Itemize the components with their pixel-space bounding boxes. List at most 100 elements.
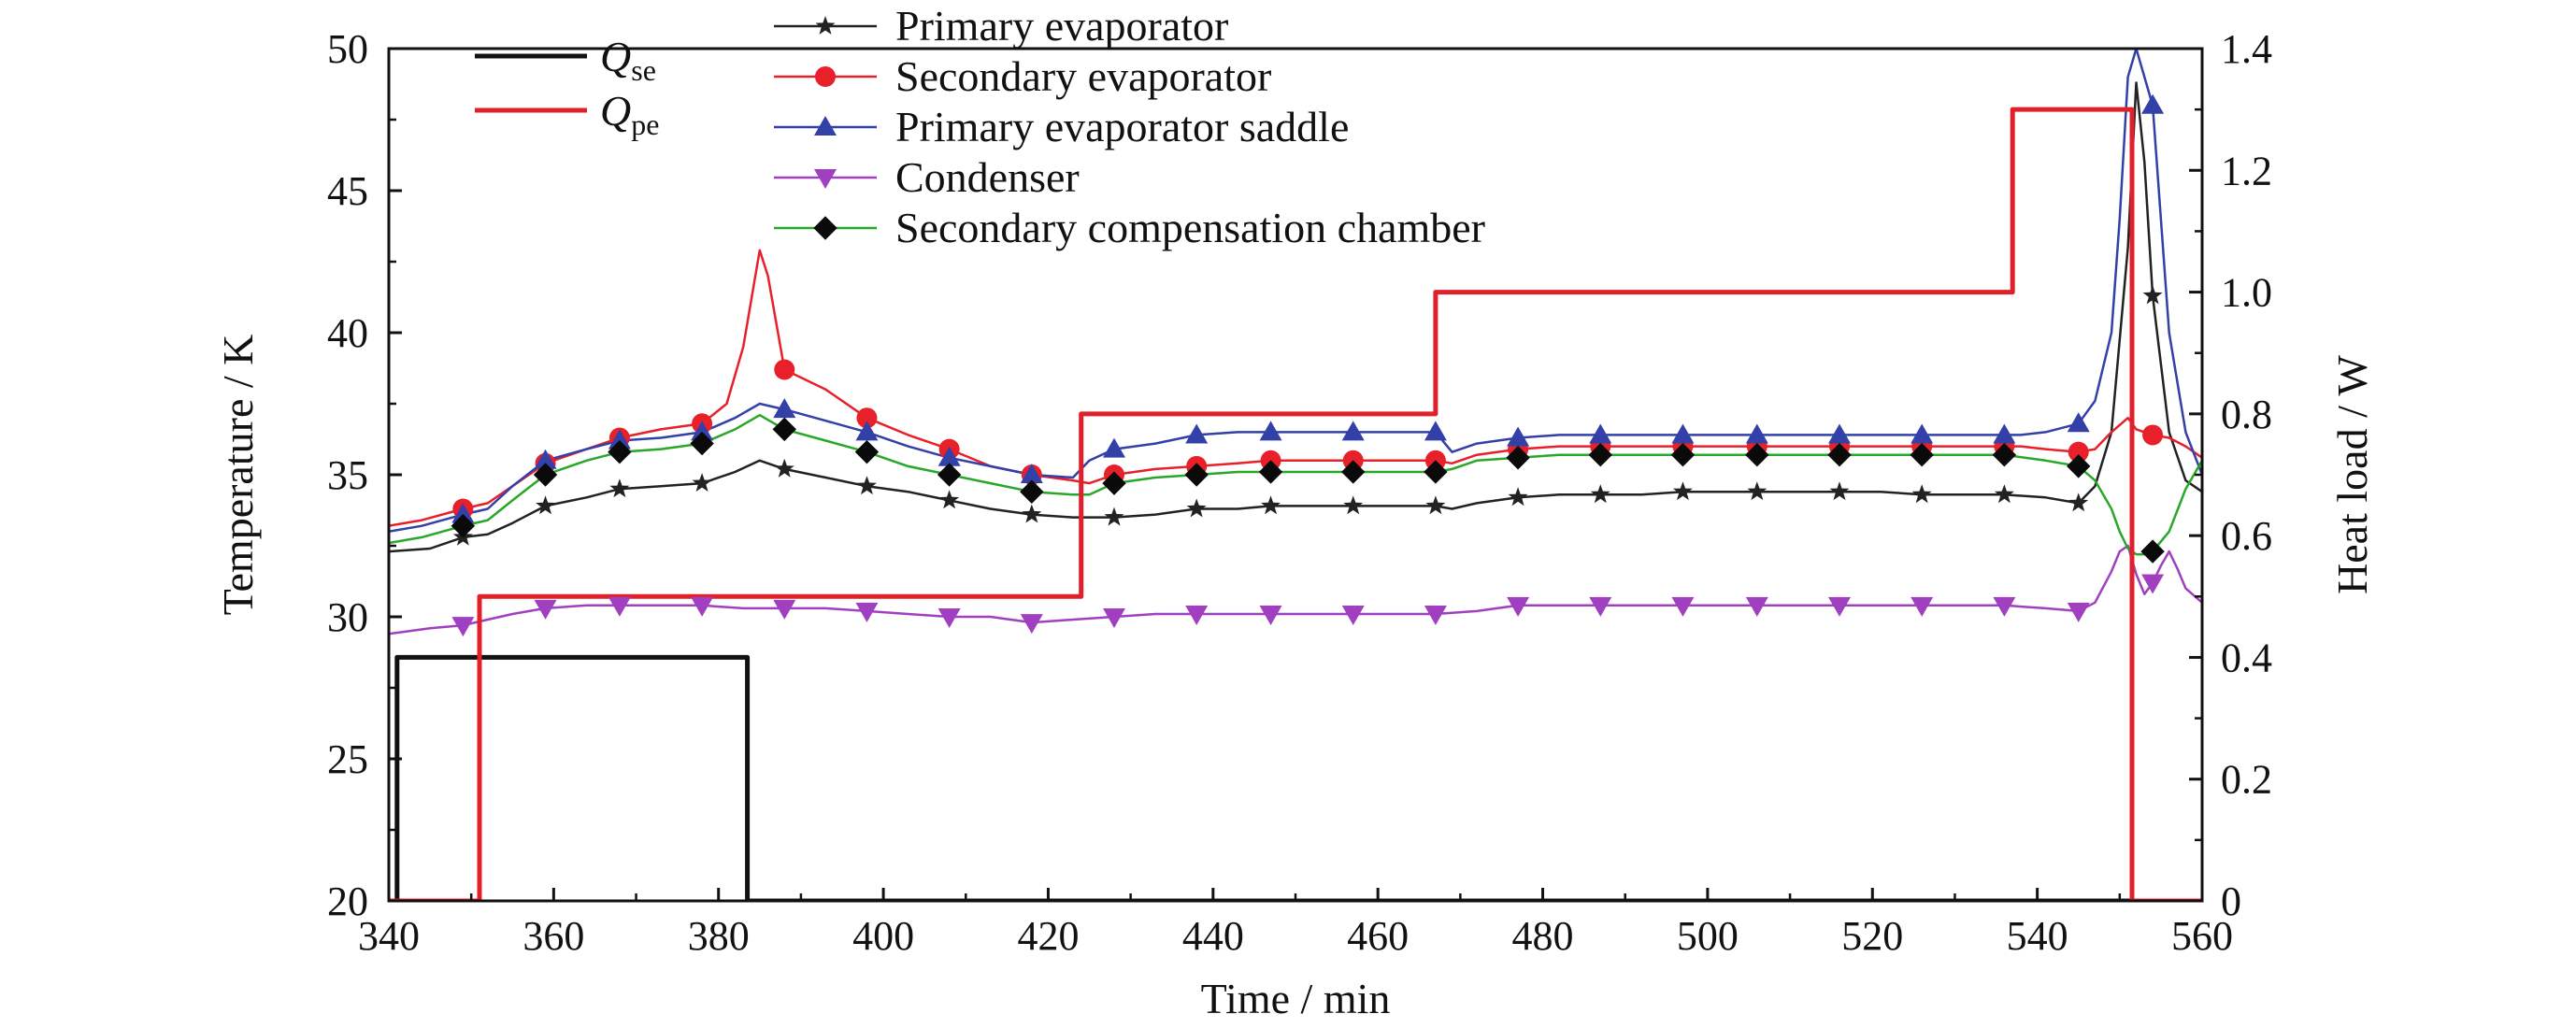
data-point-primary-evaporator (1343, 495, 1364, 515)
heat-legend-symbol: Q (600, 87, 631, 135)
data-point-condenser (1103, 608, 1125, 628)
y2-axis-title: Heat load / W (2328, 354, 2376, 593)
data-point-secondary-evaporator (2142, 424, 2164, 446)
y-tick-label: 45 (327, 168, 368, 214)
data-point-primary-evaporator-saddle (773, 398, 796, 419)
data-point-primary-evaporator-saddle (1745, 423, 1768, 444)
y-axis-title: Temperature / K (214, 335, 262, 616)
data-point-secondary-compensation-chamber (1670, 443, 1696, 467)
data-point-secondary-compensation-chamber (1424, 460, 1448, 484)
data-point-condenser (1589, 596, 1612, 617)
data-point-primary-evaporator-saddle (1341, 421, 1365, 441)
y-tick-label: 25 (327, 736, 368, 782)
series-line-qse (389, 654, 2202, 901)
data-point-primary-evaporator (1186, 498, 1207, 518)
data-point-primary-evaporator-saddle (1185, 423, 1209, 444)
data-point-primary-evaporator (1508, 487, 1528, 507)
y2-tick-label: 0.2 (2221, 757, 2272, 803)
data-point-primary-evaporator-saddle (1507, 426, 1530, 447)
series-line-primary-evaporator (389, 81, 2202, 553)
legend-label-primary-evaporator: Primary evaporator (895, 2, 1228, 50)
data-point-secondary-compensation-chamber (854, 439, 880, 464)
data-point-secondary-compensation-chamber (1745, 443, 1769, 467)
x-tick-label: 560 (2171, 913, 2233, 959)
y2-tick-label: 0 (2221, 878, 2241, 924)
data-point-secondary-compensation-chamber (772, 417, 796, 442)
data-point-secondary-compensation-chamber (1827, 443, 1852, 467)
data-point-primary-evaporator-saddle (855, 421, 879, 441)
data-point-primary-evaporator-saddle (608, 429, 631, 450)
data-point-secondary-evaporator (2068, 441, 2089, 463)
data-point-primary-evaporator (1104, 507, 1124, 526)
x-axis-title: Time / min (1201, 975, 1391, 1022)
data-point-secondary-compensation-chamber (2067, 454, 2091, 478)
data-point-primary-evaporator (1261, 495, 1281, 515)
x-tick-label: 340 (358, 913, 420, 959)
data-point-primary-evaporator-saddle (1671, 423, 1695, 444)
axes-layer: 340 360 380 400 420 440 460 480 500 520 540 5602025… (214, 26, 2376, 1022)
x-tick-label: 380 (688, 913, 750, 959)
data-point-secondary-compensation-chamber (1258, 460, 1283, 484)
data-point-secondary-compensation-chamber (1992, 443, 2017, 467)
y2-tick-label: 0.4 (2221, 635, 2272, 680)
data-point-condenser (691, 596, 714, 617)
plot-frame (387, 47, 2204, 903)
data-point-primary-evaporator-saddle (937, 446, 961, 466)
data-point-primary-evaporator-saddle (1589, 423, 1612, 444)
data-point-primary-evaporator-saddle (534, 449, 557, 469)
data-point-condenser (534, 599, 557, 620)
x-tick-label: 540 (2007, 913, 2068, 959)
data-point-primary-evaporator (1829, 481, 1850, 501)
heat-legend-symbol: Q (600, 33, 631, 80)
data-point-condenser (773, 599, 796, 620)
data-point-condenser (2141, 574, 2165, 594)
data-point-condenser (1020, 614, 1043, 635)
data-point-primary-evaporator-saddle (1828, 423, 1851, 444)
legend-label-condenser: Condenser (895, 153, 1080, 201)
data-point-condenser (2067, 602, 2090, 622)
data-point-primary-evaporator-saddle (2141, 93, 2165, 114)
legend-marker-condenser (814, 169, 837, 189)
series-line-primary-evaporator-saddle (389, 49, 2202, 534)
x-tick-label: 360 (522, 913, 584, 959)
data-point-primary-evaporator-saddle (2067, 412, 2090, 433)
data-point-primary-evaporator (536, 495, 555, 515)
legend-label-secondary-evaporator: Secondary evaporator (895, 52, 1271, 100)
x-tick-label: 480 (1512, 913, 1574, 959)
data-point-primary-evaporator-saddle (1424, 421, 1447, 441)
data-point-condenser (608, 596, 631, 617)
data-point-primary-evaporator (939, 490, 960, 509)
data-point-condenser (1259, 605, 1282, 625)
series-layer (389, 49, 2202, 901)
data-point-condenser (1341, 605, 1365, 625)
y2-tick-label: 1.4 (2221, 26, 2272, 72)
series-line-qpe (389, 107, 2202, 901)
x-tick-label: 520 (1841, 913, 1903, 959)
data-point-primary-evaporator (1673, 481, 1693, 501)
data-point-condenser (1745, 596, 1768, 617)
legend-label-primary-evaporator-saddle: Primary evaporator saddle (895, 103, 1349, 150)
data-point-primary-evaporator-saddle (1911, 423, 1934, 444)
y-tick-label: 20 (327, 878, 368, 924)
data-point-primary-evaporator (857, 476, 877, 495)
data-point-secondary-compensation-chamber (1020, 479, 1044, 504)
data-point-primary-evaporator (774, 458, 794, 478)
y-tick-label: 30 (327, 594, 368, 640)
data-point-condenser (1185, 605, 1209, 625)
x-tick-label: 420 (1017, 913, 1079, 959)
data-point-primary-evaporator (1994, 484, 2014, 504)
legend-marker-secondary-compensation-chamber (813, 216, 837, 240)
data-point-secondary-compensation-chamber (2140, 539, 2165, 564)
data-point-secondary-compensation-chamber (1102, 471, 1126, 495)
data-point-condenser (937, 608, 961, 628)
data-point-primary-evaporator (1747, 481, 1767, 501)
legend-marker-primary-evaporator-saddle (814, 116, 837, 136)
data-point-secondary-compensation-chamber (1184, 463, 1209, 487)
data-point-condenser (1828, 596, 1851, 617)
data-point-primary-evaporator (2068, 493, 2089, 512)
data-point-primary-evaporator (1911, 484, 1932, 504)
data-point-primary-evaporator-saddle (451, 503, 475, 523)
